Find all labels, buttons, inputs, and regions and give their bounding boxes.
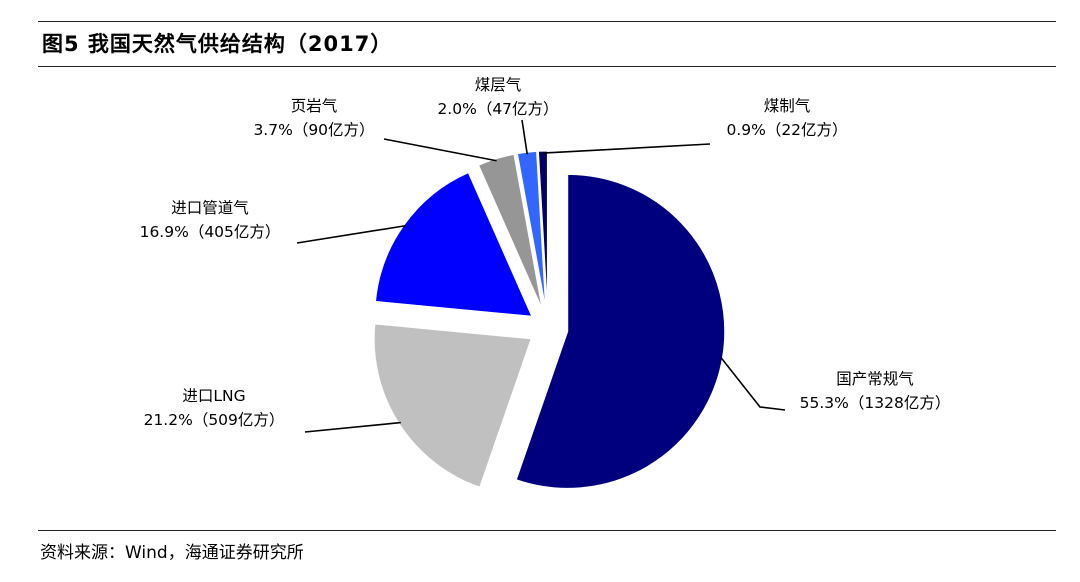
slice-name-label: 煤层气 [475, 76, 522, 94]
leader-line-3 [296, 224, 407, 244]
slice-value-label: 55.3%（1328亿方） [800, 394, 951, 412]
top-rule [38, 21, 1056, 22]
slice-name-label: 进口管道气 [171, 199, 249, 217]
slice-value-label: 21.2%（509亿方） [144, 411, 285, 429]
slice-labels: 国产常规气 55.3%（1328亿方） 进口LNG 21.2%（509亿方） 进口管道气… [140, 76, 951, 429]
slice-name-label: 煤制气 [764, 97, 811, 115]
leader-line-5 [521, 119, 529, 155]
leader-line-2 [304, 421, 401, 433]
slice-name-label: 国产常规气 [836, 370, 914, 388]
slice-value-label: 3.7%（90亿方） [253, 121, 374, 139]
slice-name-label: 页岩气 [291, 97, 338, 115]
pie-slice-4 [478, 153, 543, 310]
pie-slice-1 [515, 173, 726, 489]
slice-value-label: 16.9%（405亿方） [140, 223, 281, 241]
title-rule [38, 66, 1056, 67]
pie-slice-2 [373, 323, 532, 488]
slice-value-label: 2.0%（47亿方） [437, 100, 558, 118]
pie-slice-3 [374, 172, 533, 317]
pie-slices [373, 150, 726, 489]
source-note: 资料来源：Wind，海通证券研究所 [40, 543, 304, 563]
leader-line-4 [383, 138, 497, 162]
slice-name-label: 进口LNG [182, 387, 245, 405]
figure-title: 图5 我国天然气供给结构（2017） [42, 32, 393, 56]
bottom-rule [38, 530, 1056, 531]
leader-lines [296, 119, 786, 433]
slice-value-label: 0.9%（22亿方） [726, 121, 847, 139]
leader-line-6 [542, 143, 711, 154]
leader-line-1 [719, 356, 786, 411]
pie-slice-6 [537, 150, 548, 309]
